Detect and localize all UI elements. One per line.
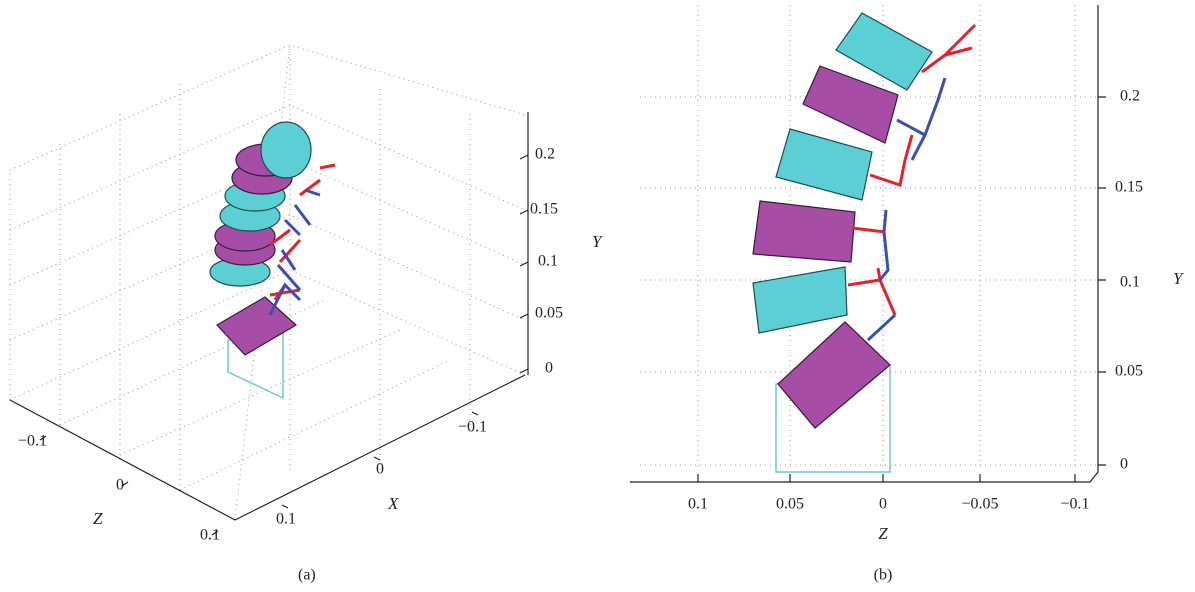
z-tick-label: −0.1 bbox=[1060, 496, 1089, 513]
z-tick-label: 0.1 bbox=[200, 527, 220, 544]
z-tick-label: −0.1 bbox=[18, 433, 47, 450]
panel-b-grid bbox=[640, 5, 1098, 470]
panel-b-robot bbox=[753, 13, 975, 472]
panel-b-axes bbox=[630, 5, 1106, 482]
panel-a-grid bbox=[10, 45, 525, 520]
y-tick-label: 0 bbox=[545, 360, 553, 377]
y-tick-label: 0.1 bbox=[1120, 274, 1140, 291]
y-tick-label: 0.05 bbox=[1115, 363, 1143, 380]
z-tick-label: 0.05 bbox=[776, 496, 804, 513]
y-tick-label: 0 bbox=[1120, 456, 1128, 473]
y-tick-label: 0.05 bbox=[535, 305, 563, 322]
y-axis-label: Y bbox=[592, 232, 603, 251]
figure: 0 0.05 0.1 0.15 0.2 Y −0.1 0 0.1 X −0.1 … bbox=[0, 0, 1195, 592]
z-axis-label: Z bbox=[878, 524, 888, 543]
panel-a-robot bbox=[210, 122, 335, 398]
z-tick-label: −0.05 bbox=[961, 496, 998, 513]
y-tick-label: 0.2 bbox=[1120, 88, 1140, 105]
x-tick-label: 0 bbox=[376, 461, 384, 478]
z-tick-label: 0 bbox=[879, 496, 887, 513]
y-tick-label: 0.15 bbox=[1115, 179, 1143, 196]
caption: (b) bbox=[874, 567, 893, 584]
z-tick-label: 0 bbox=[116, 477, 124, 494]
x-axis-label: X bbox=[387, 494, 399, 513]
y-tick-label: 0.2 bbox=[535, 146, 555, 163]
y-axis-label: Y bbox=[1173, 269, 1184, 288]
caption: (a) bbox=[298, 567, 316, 584]
y-tick-label: 0.1 bbox=[538, 253, 558, 270]
x-tick-label: 0.1 bbox=[276, 511, 296, 528]
x-tick-label: −0.1 bbox=[458, 419, 487, 436]
z-axis-label: Z bbox=[93, 509, 103, 528]
y-tick-label: 0.15 bbox=[530, 201, 558, 218]
z-tick-label: 0.1 bbox=[688, 496, 708, 513]
